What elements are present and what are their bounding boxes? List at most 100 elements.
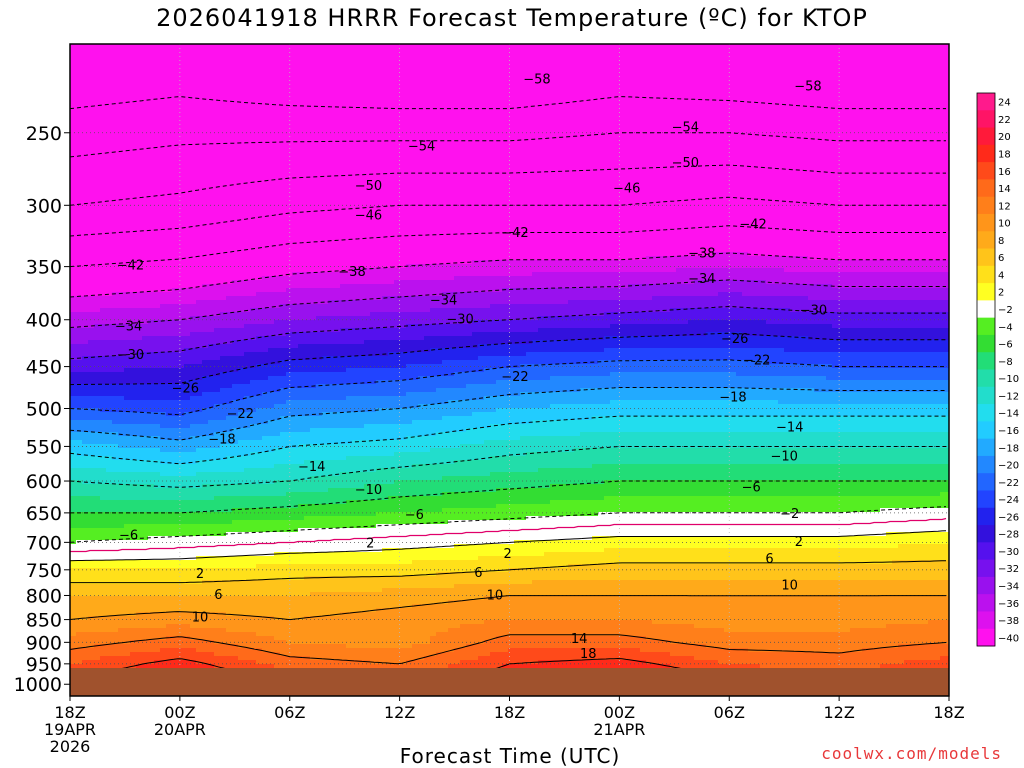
field-cell: [112, 460, 119, 473]
field-cell: [628, 464, 635, 481]
field-cell: [196, 364, 203, 381]
field-cell: [838, 328, 845, 341]
field-cell: [556, 540, 563, 553]
field-cell: [844, 564, 851, 581]
field-cell: [412, 324, 419, 341]
field-cell: [460, 336, 467, 349]
field-cell: [130, 640, 137, 653]
field-cell: [244, 648, 251, 661]
field-cell: [238, 340, 245, 357]
field-cell: [202, 436, 209, 449]
field-cell: [178, 416, 185, 429]
field-cell: [154, 488, 161, 501]
field-cell: [610, 260, 617, 273]
field-cell: [946, 532, 949, 545]
field-cell: [862, 340, 869, 353]
field-cell: [466, 460, 473, 477]
field-cell: [244, 312, 251, 325]
field-cell: [346, 272, 353, 285]
field-cell: [466, 600, 473, 625]
field-cell: [508, 456, 515, 473]
field-cell: [106, 560, 113, 569]
field-cell: [100, 644, 107, 657]
field-cell: [598, 328, 605, 341]
field-cell: [502, 440, 509, 457]
field-cell: [460, 508, 467, 521]
field-cell: [922, 432, 929, 449]
field-cell: [100, 456, 107, 469]
field-cell: [112, 356, 119, 373]
field-cell: [298, 620, 305, 645]
field-cell: [274, 292, 281, 309]
field-cell: [454, 584, 461, 601]
field-cell: [88, 632, 95, 649]
field-cell: [292, 620, 299, 645]
field-cell: [730, 388, 737, 401]
field-cell: [670, 348, 677, 361]
field-cell: [172, 464, 179, 477]
field-cell: [634, 416, 641, 433]
field-cell: [280, 276, 287, 293]
field-cell: [724, 252, 731, 269]
field-cell: [814, 580, 821, 597]
field-cell: [106, 644, 113, 657]
field-cell: [808, 432, 815, 449]
field-cell: [838, 404, 845, 417]
field-cell: [826, 548, 833, 565]
field-cell: [628, 400, 635, 417]
field-cell: [232, 428, 239, 445]
field-cell: [856, 512, 863, 537]
field-cell: [136, 500, 143, 513]
field-cell: [466, 584, 473, 601]
field-cell: [622, 596, 629, 621]
isotherm--2: [70, 506, 947, 543]
field-cell: [730, 580, 737, 597]
field-cell: [406, 424, 413, 437]
field-cell: [70, 296, 77, 313]
field-cell: [820, 564, 827, 581]
field-cell: [946, 492, 949, 509]
field-cell: [832, 312, 839, 329]
field-cell: [76, 296, 83, 313]
field-cell: [196, 424, 203, 437]
field-cell: [490, 44, 497, 261]
field-cell: [640, 336, 647, 349]
field-cell: [592, 300, 599, 317]
field-cell: [346, 356, 353, 369]
field-cell: [682, 432, 689, 449]
field-cell: [190, 488, 197, 501]
field-cell: [736, 292, 743, 309]
field-cell: [124, 472, 131, 485]
field-cell: [676, 360, 683, 373]
field-cell: [256, 496, 263, 509]
field-cell: [358, 612, 365, 649]
field-cell: [82, 296, 89, 313]
field-cell: [166, 560, 173, 569]
field-cell: [106, 656, 113, 673]
field-cell: [178, 304, 185, 321]
field-cell: [502, 572, 509, 585]
field-cell: [658, 256, 665, 273]
field-cell: [292, 416, 299, 433]
field-cell: [376, 312, 383, 329]
field-cell: [622, 564, 629, 581]
field-cell: [406, 548, 413, 565]
field-cell: [730, 332, 737, 349]
field-cell: [808, 448, 815, 465]
field-cell: [118, 44, 125, 293]
field-cell: [574, 468, 581, 485]
field-cell: [184, 348, 191, 365]
field-cell: [646, 300, 653, 313]
field-cell: [922, 300, 929, 313]
field-cell: [832, 272, 839, 289]
field-cell: [592, 564, 599, 581]
field-cell: [532, 380, 539, 393]
field-cell: [796, 364, 803, 377]
field-cell: [460, 324, 467, 337]
field-cell: [604, 448, 611, 465]
field-cell: [76, 44, 83, 297]
field-cell: [616, 660, 623, 673]
field-cell: [316, 316, 323, 333]
field-cell: [340, 372, 347, 385]
field-cell: [292, 360, 299, 373]
